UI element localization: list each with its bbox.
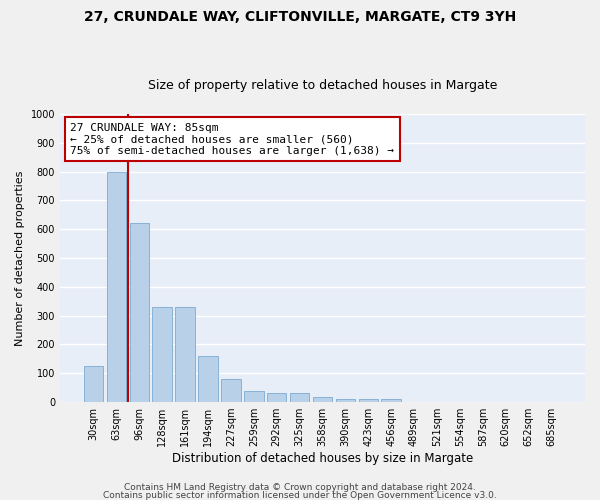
Bar — [335, 398, 355, 402]
Text: Contains HM Land Registry data © Crown copyright and database right 2024.: Contains HM Land Registry data © Crown c… — [124, 484, 476, 492]
Bar — [313, 397, 332, 402]
Bar — [107, 172, 126, 402]
Text: 27 CRUNDALE WAY: 85sqm
← 25% of detached houses are smaller (560)
75% of semi-de: 27 CRUNDALE WAY: 85sqm ← 25% of detached… — [70, 122, 394, 156]
Y-axis label: Number of detached properties: Number of detached properties — [15, 170, 25, 346]
Bar — [359, 399, 378, 402]
Bar — [290, 394, 309, 402]
Text: 27, CRUNDALE WAY, CLIFTONVILLE, MARGATE, CT9 3YH: 27, CRUNDALE WAY, CLIFTONVILLE, MARGATE,… — [84, 10, 516, 24]
Bar — [267, 394, 286, 402]
Title: Size of property relative to detached houses in Margate: Size of property relative to detached ho… — [148, 79, 497, 92]
Bar — [130, 224, 149, 402]
Bar — [198, 356, 218, 402]
Bar — [382, 399, 401, 402]
Bar — [244, 390, 263, 402]
Bar — [84, 366, 103, 402]
Bar — [152, 307, 172, 402]
Bar — [175, 307, 195, 402]
X-axis label: Distribution of detached houses by size in Margate: Distribution of detached houses by size … — [172, 452, 473, 465]
Text: Contains public sector information licensed under the Open Government Licence v3: Contains public sector information licen… — [103, 490, 497, 500]
Bar — [221, 379, 241, 402]
